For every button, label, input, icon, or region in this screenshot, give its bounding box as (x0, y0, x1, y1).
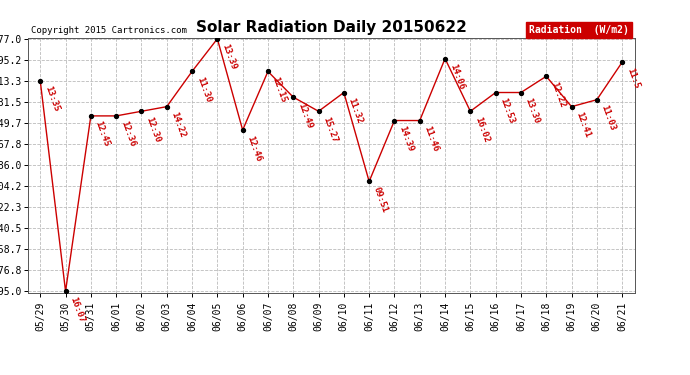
Text: 16:07: 16:07 (68, 296, 86, 324)
Text: 12:41: 12:41 (574, 111, 592, 139)
Text: 12:22: 12:22 (549, 81, 566, 109)
Text: 12:30: 12:30 (144, 116, 162, 144)
Point (60, 288, 71, 294)
Point (414, 117, 425, 123)
Text: 14:06: 14:06 (448, 63, 466, 91)
Point (262, 68, 273, 74)
Text: 12:45: 12:45 (94, 120, 111, 148)
Point (440, 56, 451, 62)
Point (237, 127, 248, 133)
Point (212, 36, 223, 42)
Point (186, 68, 197, 74)
Point (465, 108, 476, 114)
Text: 12:53: 12:53 (498, 97, 516, 125)
Point (161, 104, 172, 110)
Point (364, 178, 375, 184)
Text: 11:5: 11:5 (625, 66, 641, 90)
Text: 12:36: 12:36 (119, 120, 137, 148)
Text: Copyright 2015 Cartronics.com: Copyright 2015 Cartronics.com (30, 26, 186, 35)
Point (338, 90, 349, 96)
Point (566, 104, 577, 110)
Point (86, 113, 97, 119)
Text: 11:03: 11:03 (600, 104, 618, 132)
Text: 14:39: 14:39 (397, 125, 415, 153)
Point (490, 90, 501, 96)
Point (541, 74, 552, 80)
Text: 15:27: 15:27 (322, 116, 339, 144)
Title: Solar Radiation Daily 20150622: Solar Radiation Daily 20150622 (196, 20, 466, 35)
Point (389, 117, 400, 123)
Point (34, 78, 46, 84)
Text: 09:51: 09:51 (372, 186, 390, 214)
Point (617, 59, 628, 65)
Point (110, 113, 121, 119)
Text: 12:15: 12:15 (270, 76, 288, 104)
Text: 11:30: 11:30 (195, 76, 213, 104)
Point (591, 97, 602, 103)
Point (515, 90, 526, 96)
Point (136, 108, 147, 114)
Point (288, 94, 299, 100)
Text: 12:49: 12:49 (296, 101, 314, 130)
Text: 14:22: 14:22 (170, 111, 187, 139)
Point (313, 108, 324, 114)
Text: 12:46: 12:46 (246, 134, 263, 162)
Text: 13:39: 13:39 (220, 43, 238, 71)
Text: 11:32: 11:32 (346, 97, 364, 125)
Text: 16:02: 16:02 (473, 116, 491, 144)
Text: 11:46: 11:46 (422, 125, 440, 153)
Text: Radiation  (W/m2): Radiation (W/m2) (529, 25, 629, 35)
Text: 13:30: 13:30 (524, 97, 542, 125)
Text: 13:35: 13:35 (43, 85, 61, 113)
